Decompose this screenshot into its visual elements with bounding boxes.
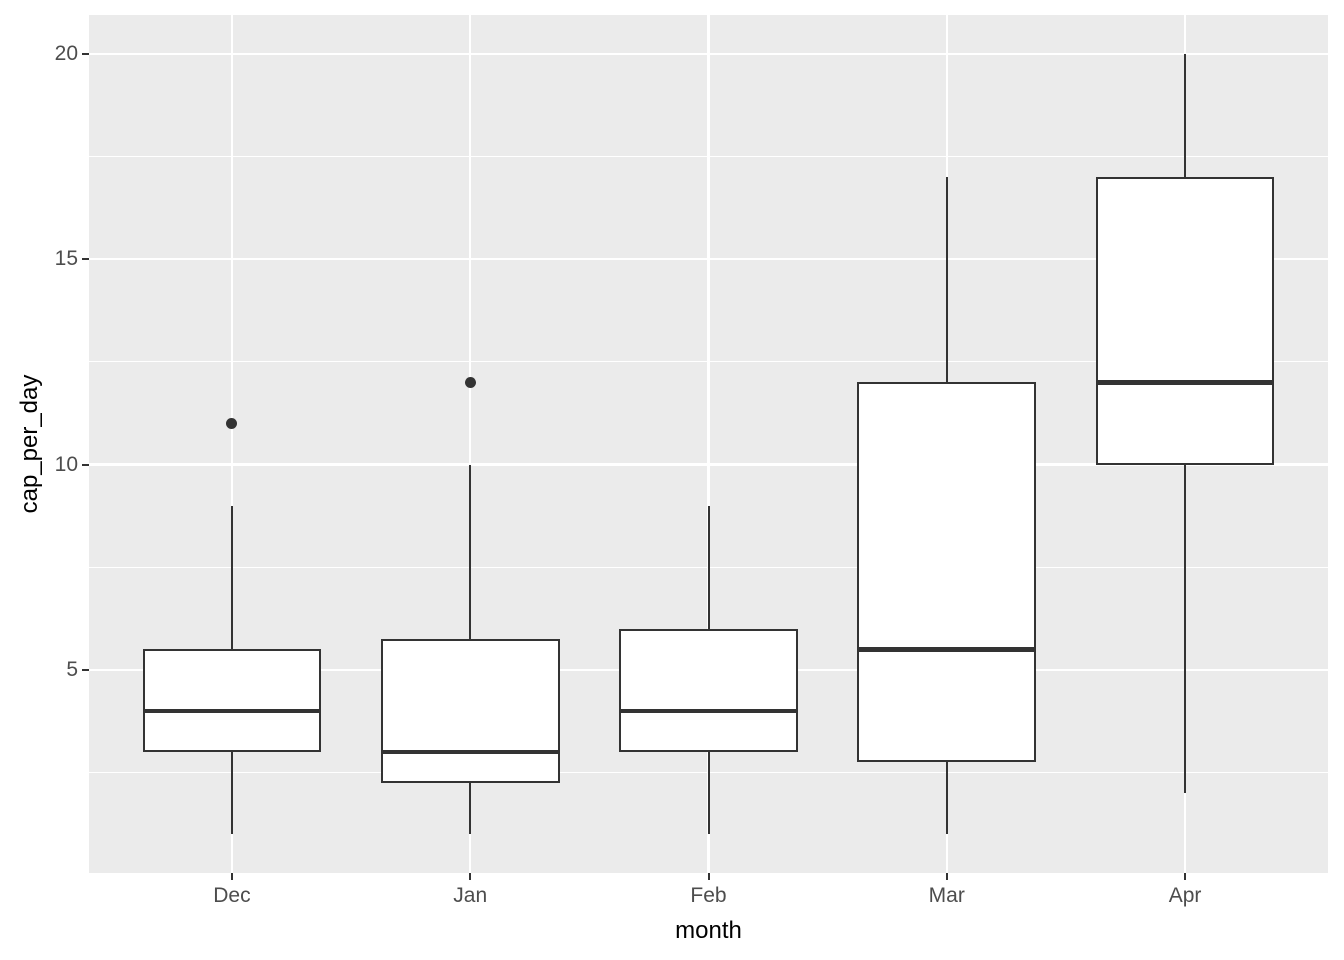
- vertical-gridline: [469, 15, 472, 873]
- x-tick-mark: [469, 873, 472, 880]
- y-tick-label: 20: [54, 42, 78, 65]
- median-line-dec: [142, 708, 322, 714]
- lower-whisker-jan: [469, 782, 472, 834]
- x-tick-mark: [1184, 873, 1187, 880]
- upper-whisker-feb: [707, 505, 710, 629]
- x-tick-label: Mar: [928, 884, 965, 907]
- median-line-mar: [857, 647, 1037, 652]
- vertical-gridline: [707, 15, 710, 873]
- x-tick-mark: [707, 873, 710, 880]
- lower-whisker-dec: [230, 751, 233, 834]
- upper-whisker-mar: [945, 177, 948, 383]
- box-jan: [380, 639, 560, 783]
- y-tick-label: 5: [66, 657, 78, 681]
- vertical-gridline: [230, 15, 234, 873]
- y-tick-label: 15: [54, 247, 78, 271]
- box-dec: [142, 649, 322, 752]
- y-axis-title: cap_per_day: [16, 374, 43, 514]
- x-axis-title: month: [675, 917, 742, 944]
- outlier-point-jan: [464, 376, 476, 388]
- lower-whisker-feb: [707, 751, 710, 834]
- upper-whisker-jan: [469, 464, 472, 639]
- median-line-jan: [380, 749, 560, 755]
- y-tick-mark: [82, 258, 89, 261]
- box-feb: [619, 628, 798, 752]
- y-tick-mark: [82, 668, 89, 671]
- y-tick-mark: [82, 463, 89, 466]
- median-line-feb: [619, 708, 798, 714]
- upper-whisker-dec: [230, 505, 233, 650]
- lower-whisker-mar: [945, 762, 948, 834]
- box-mar: [857, 382, 1037, 763]
- y-tick-label: 10: [54, 452, 78, 476]
- x-tick-label: Dec: [213, 884, 251, 907]
- x-tick-mark: [230, 873, 233, 880]
- box-apr: [1095, 177, 1275, 465]
- outlier-point-dec: [226, 417, 238, 429]
- y-tick-mark: [82, 53, 89, 55]
- x-tick-label: Jan: [453, 884, 488, 907]
- lower-whisker-apr: [1184, 464, 1187, 793]
- median-line-apr: [1095, 380, 1275, 385]
- x-tick-mark: [945, 873, 948, 880]
- x-tick-label: Feb: [690, 884, 727, 907]
- x-tick-label: Apr: [1168, 884, 1202, 907]
- upper-whisker-apr: [1184, 54, 1187, 178]
